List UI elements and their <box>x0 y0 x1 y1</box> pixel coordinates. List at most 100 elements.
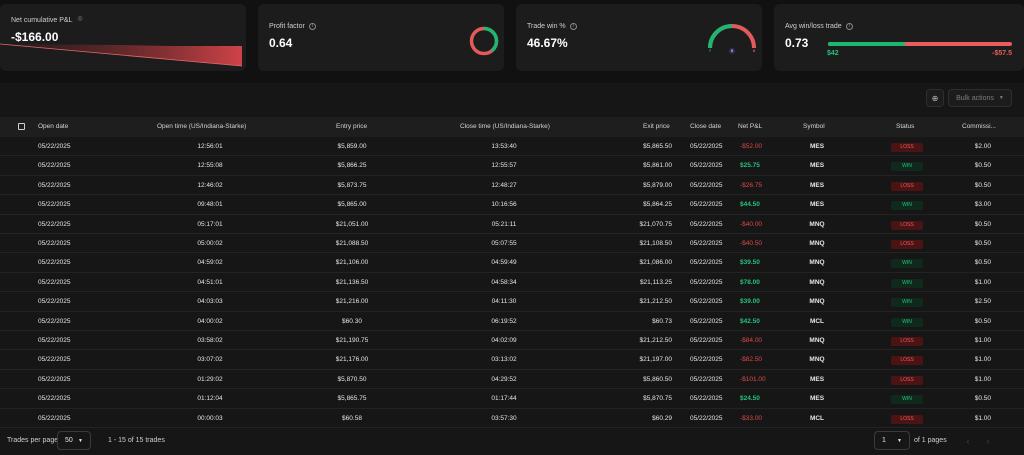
entry-price-cell: $5,866.25 <box>337 162 367 170</box>
close-time-cell: 01:17:44 <box>491 395 517 403</box>
status-cell: WIN <box>890 201 924 211</box>
table-row[interactable]: 05/22/2025 04:59:02 $21,106.00 04:59:49 $21,… <box>0 253 1024 273</box>
close-date-cell: 05/22/2025 <box>690 143 723 150</box>
breakeven-count: 0 <box>729 48 735 54</box>
open-time-cell: 03:07:02 <box>197 356 223 364</box>
table-row[interactable]: 05/22/2025 12:56:01 $5,859.00 13:53:40 $5,86… <box>0 137 1024 157</box>
exit-price-cell: $21,113.25 <box>639 278 672 286</box>
status-cell: LOSS <box>890 143 924 152</box>
open-time-cell: 12:55:08 <box>197 162 223 170</box>
close-time-cell: 13:53:40 <box>491 143 517 150</box>
close-time-cell: 04:11:30 <box>491 298 517 306</box>
entry-price-cell: $5,873.75 <box>337 181 367 189</box>
exit-price-cell: $21,212.50 <box>639 337 672 344</box>
table-row[interactable]: 05/22/2025 00:00:03 $60.58 03:57:30 $60.29 05… <box>0 409 1024 428</box>
table-row[interactable]: 05/22/2025 09:48:01 $5,865.00 10:16:56 $5,86… <box>0 195 1024 215</box>
symbol-cell: MNQ <box>809 220 825 228</box>
select-all-checkbox[interactable] <box>18 123 25 130</box>
avg-win-bar-fill <box>828 42 906 46</box>
table-row[interactable]: 05/22/2025 03:07:02 $21,176.00 03:13:02 $21,… <box>0 350 1024 370</box>
chevron-down-icon: ▼ <box>78 437 83 444</box>
close-date-cell: 05/22/2025 <box>690 395 723 403</box>
close-time-cell: 04:02:09 <box>491 337 517 344</box>
col-entry-price[interactable]: Entry price <box>336 123 368 130</box>
status-badge: WIN <box>891 395 923 405</box>
per-page-select[interactable]: 50 ▼ <box>57 431 91 450</box>
symbol-cell: MCL <box>809 414 825 422</box>
info-icon[interactable]: ◎ <box>77 16 83 22</box>
symbol-cell: MNQ <box>809 278 825 286</box>
info-icon[interactable]: i <box>569 23 577 30</box>
col-close-date[interactable]: Close date <box>690 123 722 130</box>
status-badge: WIN <box>891 278 923 288</box>
exit-price-cell: $21,070.75 <box>639 220 672 228</box>
chevron-right-icon: › <box>986 435 990 446</box>
open-date-cell: 05/22/2025 <box>38 414 71 422</box>
trade-win-gauge <box>708 24 756 49</box>
table-row[interactable]: 05/22/2025 01:12:04 $5,865.75 01:17:44 $5,87… <box>0 389 1024 409</box>
status-badge: LOSS <box>891 356 923 366</box>
table-row[interactable]: 05/22/2025 04:51:01 $21,136.50 04:58:34 $21,… <box>0 273 1024 293</box>
symbol-cell: MNQ <box>809 337 825 344</box>
close-date-cell: 05/22/2025 <box>690 240 723 247</box>
trade-win-label-wrap: Trade win % i <box>527 23 577 30</box>
bulk-actions-button[interactable]: Bulk actions ▼ <box>948 89 1012 107</box>
info-icon[interactable]: i <box>845 23 853 30</box>
profit-factor-label: Profit factor <box>269 23 305 30</box>
commission-cell: $1.00 <box>974 278 991 286</box>
status-cell: WIN <box>890 278 924 288</box>
table-row[interactable]: 05/22/2025 12:55:08 $5,866.25 12:55:57 $5,86… <box>0 156 1024 176</box>
trades-table-panel: ⊕ Bulk actions ▼ Open date Open time (US… <box>0 83 1024 455</box>
prev-page-button[interactable]: ‹ <box>960 431 976 450</box>
close-date-cell: 05/22/2025 <box>690 201 723 209</box>
status-cell: LOSS <box>890 337 924 346</box>
open-date-cell: 05/22/2025 <box>38 181 71 189</box>
close-date-cell: 05/22/2025 <box>690 181 723 189</box>
entry-price-cell: $21,106.00 <box>335 259 369 267</box>
open-date-cell: 05/22/2025 <box>38 395 71 403</box>
open-date-cell: 05/22/2025 <box>38 375 71 383</box>
page-select[interactable]: 1 ▼ <box>874 431 910 450</box>
exit-price-cell: $5,865.50 <box>643 143 672 150</box>
net-pnl-cell: -$82.50 <box>740 356 763 364</box>
table-row[interactable]: 05/22/2025 12:46:02 $5,873.75 12:48:27 $5,87… <box>0 176 1024 196</box>
exit-price-cell: $21,108.50 <box>639 240 672 247</box>
col-exit-price[interactable]: Exit price <box>643 123 670 130</box>
table-row[interactable]: 05/22/2025 05:17:01 $21,051.00 05:21:11 $21,… <box>0 215 1024 234</box>
open-time-cell: 04:59:02 <box>197 259 223 267</box>
table-row[interactable]: 05/22/2025 01:29:02 $5,870.50 04:29:52 $5,86… <box>0 370 1024 390</box>
entry-price-cell: $60.30 <box>342 317 362 325</box>
symbol-cell: MNQ <box>809 298 825 306</box>
settings-button[interactable]: ⊕ <box>926 89 944 107</box>
col-symbol[interactable]: Symbol <box>803 123 825 130</box>
open-time-cell: 01:12:04 <box>197 395 223 403</box>
table-row[interactable]: 05/22/2025 05:00:02 $21,088.50 05:07:55 $21,… <box>0 234 1024 254</box>
next-page-button[interactable]: › <box>980 431 996 450</box>
exit-price-cell: $21,086.00 <box>639 259 672 267</box>
exit-price-cell: $60.73 <box>652 317 672 325</box>
entry-price-cell: $21,176.00 <box>335 356 369 364</box>
table-row[interactable]: 05/22/2025 03:58:02 $21,190.75 04:02:09 $21,… <box>0 331 1024 351</box>
col-net-pnl[interactable]: Net P&L <box>738 123 763 130</box>
status-cell: WIN <box>890 162 924 172</box>
exit-price-cell: $5,864.25 <box>643 201 672 209</box>
net-pnl-cell: $24.50 <box>740 395 760 403</box>
close-time-cell: 06:19:52 <box>491 317 517 325</box>
col-commission[interactable]: Commissi... <box>962 123 996 130</box>
info-icon[interactable]: i <box>308 23 316 30</box>
symbol-cell: MES <box>809 162 825 170</box>
col-open-date[interactable]: Open date <box>38 123 69 130</box>
commission-cell: $1.00 <box>974 375 991 383</box>
profit-factor-label-wrap: Profit factor i <box>269 23 316 30</box>
net-pnl-cell: $44.50 <box>740 201 760 209</box>
status-badge: WIN <box>891 298 923 308</box>
status-cell: LOSS <box>890 414 924 424</box>
table-row[interactable]: 05/22/2025 04:03:03 $21,216.00 04:11:30 $21,… <box>0 292 1024 312</box>
col-close-time[interactable]: Close time (US/Indiana-Starke) <box>460 123 550 130</box>
entry-price-cell: $21,088.50 <box>335 240 369 247</box>
table-row[interactable]: 05/22/2025 04:00:02 $60.30 06:19:52 $60.73 05… <box>0 312 1024 331</box>
col-status[interactable]: Status <box>896 123 915 130</box>
col-open-time[interactable]: Open time (US/Indiana-Starke) <box>157 123 247 130</box>
open-time-cell: 04:51:01 <box>197 278 223 286</box>
net-pnl-cell: $78.00 <box>740 278 760 286</box>
